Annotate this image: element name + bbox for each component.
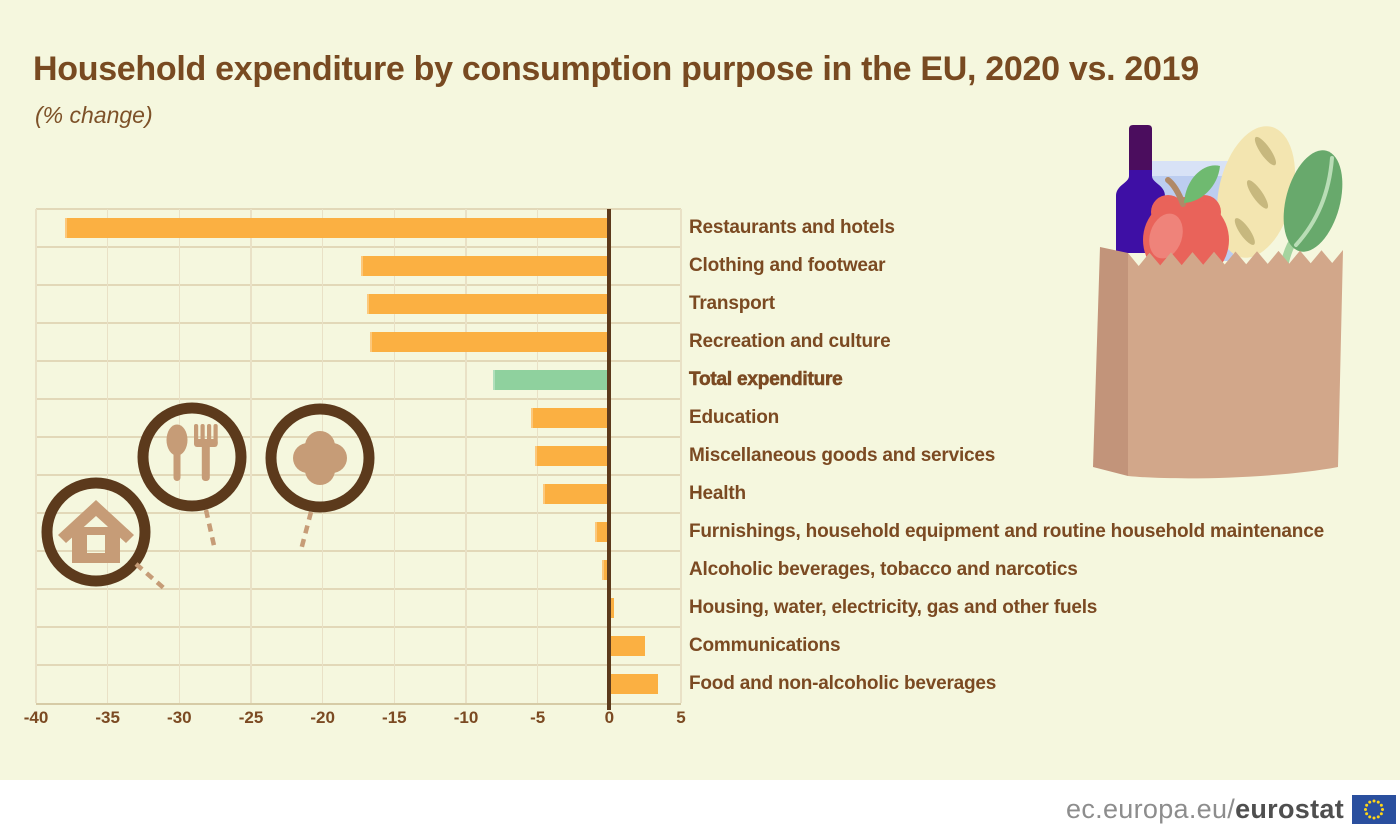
grid-line-vertical [35,209,37,703]
footer-url: ec.europa.eu/eurostat [1066,794,1344,825]
grid-line-horizontal [36,550,681,552]
page-title: Household expenditure by consumption pur… [33,50,1199,88]
x-tick-label--35: -35 [95,708,120,727]
footer-bar: ec.europa.eu/eurostat [0,780,1400,839]
home-icon [41,477,151,587]
leafy-greens [1281,150,1343,266]
category-label-clothing-and-footwear: Clothing and footwear [689,255,886,276]
grid-line-horizontal [36,360,681,362]
x-tick-label--10: -10 [453,708,479,727]
bar-transport [367,294,610,314]
grid-line-horizontal [36,512,681,514]
grid-line-horizontal [36,208,681,210]
category-label-housing-water-electricity-gas-and-other-fuels: Housing, water, electricity, gas and oth… [689,597,1098,618]
spoon-fork-icon [137,402,247,512]
bar-restaurants-and-hotels [64,218,610,238]
category-label-communications: Communications [689,635,841,656]
grid-line-horizontal [36,664,681,666]
eu-flag-icon [1352,795,1396,824]
footer-url-eurostat: eurostat [1235,794,1344,824]
x-tick-label-5: 5 [676,708,686,727]
grid-line-horizontal [36,474,681,476]
category-label-education: Education [689,407,780,428]
bar-communications [609,636,646,656]
x-axis-line [36,702,681,705]
category-label-transport: Transport [689,293,775,314]
baguette [1216,126,1296,258]
category-label-alcoholic-beverages-tobacco-and-narcotics: Alcoholic beverages, tobacco and narcoti… [689,559,1078,580]
bar-recreation-and-culture [369,332,610,352]
spoon-fork-icon-connector [203,509,218,551]
zero-axis-line [607,209,612,710]
x-tick-label--40: -40 [23,708,49,727]
footer-url-prefix: ec.europa.eu/ [1066,794,1236,824]
bar-total-expenditure [493,370,610,390]
x-tick-label-0: 0 [604,708,615,727]
bar-health [543,484,610,504]
health-cross-icon-connector [298,511,314,551]
grid-line-horizontal [36,246,681,248]
category-label-total-expenditure: Total expenditure [689,369,843,391]
grid-line-vertical [250,209,252,703]
category-label-restaurants-and-hotels: Restaurants and hotels [689,217,895,238]
grid-line-horizontal [36,626,681,628]
category-label-health: Health [689,483,746,504]
grid-line-vertical [680,209,682,703]
category-label-miscellaneous-goods-and-services: Miscellaneous goods and services [689,445,996,466]
paper-bag [1093,247,1343,479]
bar-miscellaneous-goods-and-services [534,446,610,466]
grid-line-vertical [106,209,109,703]
grid-line-horizontal [36,322,681,324]
x-tick-label--30: -30 [167,708,192,727]
grocery-bag-illustration [1093,125,1343,479]
x-tick-label--20: -20 [310,708,335,727]
bar-chart-plot-area [35,208,682,710]
page-subtitle: (% change) [35,102,153,128]
grid-line-vertical [393,209,396,703]
bar-alcoholic-beverages-tobacco-and-narcotics [602,560,610,580]
x-tick-label--5: -5 [530,708,546,727]
grid-line-horizontal [36,284,681,286]
bar-food-and-non-alcoholic-beverages [609,674,659,694]
bar-clothing-and-footwear [361,256,610,276]
health-cross-icon [265,403,375,513]
category-label-furnishings-household-equipment-and-routine-household-maintenance: Furnishings, household equipment and rou… [689,521,1324,542]
grid-line-horizontal [36,398,681,400]
bar-furnishings-household-equipment-and-routine-household-maintenance [595,522,610,542]
home-icon-connector [134,562,168,592]
x-tick-label--25: -25 [238,708,264,727]
x-tick-label--15: -15 [382,708,407,727]
category-label-recreation-and-culture: Recreation and culture [689,331,891,352]
grid-line-horizontal [36,588,681,590]
bar-housing-water-electricity-gas-and-other-fuels [609,598,614,618]
bar-education [530,408,610,428]
grid-line-vertical [465,209,467,703]
category-label-food-and-non-alcoholic-beverages: Food and non-alcoholic beverages [689,673,997,694]
